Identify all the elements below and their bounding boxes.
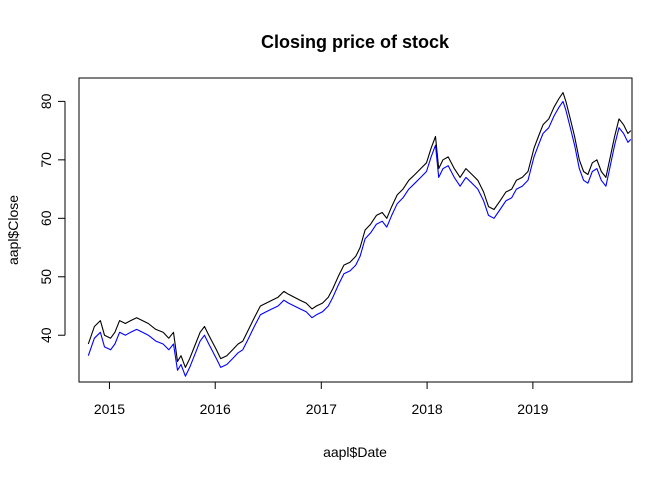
x-tick-label: 2018: [412, 401, 443, 417]
y-tick-label: 70: [38, 152, 54, 168]
series-line-2: [87, 100, 632, 377]
y-tick-label: 40: [38, 327, 54, 343]
y-axis: 40 50 60 70 80: [38, 93, 66, 343]
x-tick-label: 2017: [306, 401, 337, 417]
series-line-1: [87, 92, 632, 368]
plot-frame: [78, 77, 633, 383]
x-tick-label: 2016: [200, 401, 231, 417]
series-layer: [87, 92, 632, 377]
x-tick-label: 2019: [517, 401, 548, 417]
chart-title: Closing price of stock: [261, 32, 450, 52]
x-axis-label: aapl$Date: [323, 444, 387, 460]
x-axis: 2015 2016 2017 2018 2019: [94, 381, 549, 417]
x-tick-label: 2015: [94, 401, 125, 417]
y-axis-label: aapl$Close: [5, 195, 21, 265]
y-tick-label: 50: [38, 269, 54, 285]
y-tick-label: 80: [38, 93, 54, 109]
y-tick-label: 60: [38, 210, 54, 226]
